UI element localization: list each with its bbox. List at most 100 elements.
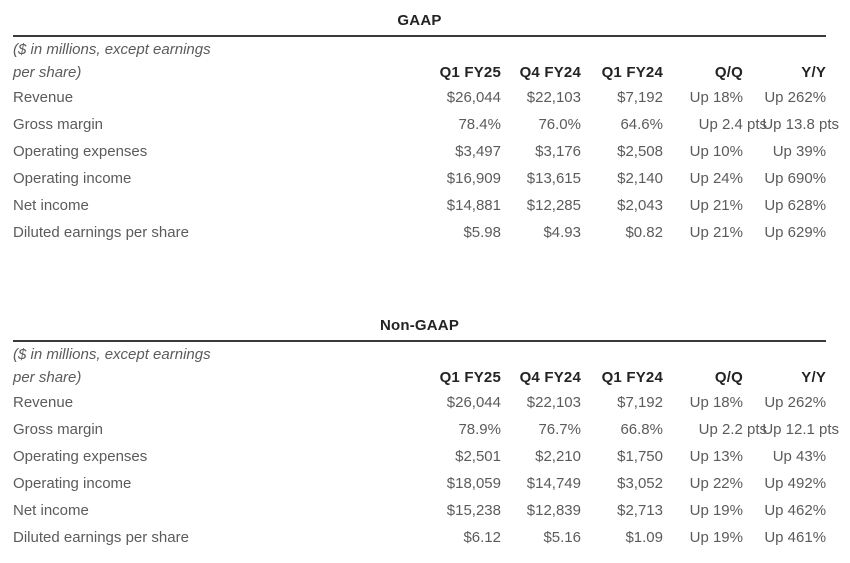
earnings-summary-page: GAAP ($ in millions, except earnings per… xyxy=(13,12,839,551)
cell-q1fy25: $16,909 xyxy=(446,170,501,187)
table-row-net-income: Net income $14,881 $12,285 $2,043 Up 21%… xyxy=(13,192,826,219)
column-header-row: per share) Q1 FY25 Q4 FY24 Q1 FY24 Q/Q Y… xyxy=(13,366,826,389)
cell-q1fy25: $14,881 xyxy=(446,197,501,214)
column-header-yy: Y/Y xyxy=(801,369,827,386)
units-note-row: ($ in millions, except earnings xyxy=(13,37,826,61)
units-note-row: ($ in millions, except earnings xyxy=(13,342,826,366)
cell-yy: Up 262% xyxy=(764,394,827,411)
cell-q1fy24: 64.6% xyxy=(620,116,663,133)
cell-q4fy24: $22,103 xyxy=(526,394,581,411)
row-label: Operating income xyxy=(13,170,132,187)
column-header-q1-fy25: Q1 FY25 xyxy=(439,64,501,81)
cell-qq: Up 2.2 pts xyxy=(663,416,767,443)
cell-yy: Up 39% xyxy=(772,143,827,160)
table-row-operating-expenses: Operating expenses $2,501 $2,210 $1,750 … xyxy=(13,443,826,470)
cell-q4fy24: $4.93 xyxy=(543,224,581,241)
non-gaap-table: Non-GAAP ($ in millions, except earnings… xyxy=(13,317,839,551)
cell-qq-value: Up 2.2 pts xyxy=(698,421,767,438)
row-label: Net income xyxy=(13,197,89,214)
row-label: Revenue xyxy=(13,89,74,106)
row-label: Net income xyxy=(13,502,89,519)
non-gaap-financials: ($ in millions, except earnings per shar… xyxy=(13,342,839,551)
cell-q1fy25: $18,059 xyxy=(446,475,501,492)
cell-yy: Up 462% xyxy=(764,502,827,519)
cell-yy: Up 262% xyxy=(764,89,827,106)
column-header-q1-fy24: Q1 FY24 xyxy=(601,369,663,386)
units-note-line-2: per share) xyxy=(13,369,82,386)
cell-q4fy24: $13,615 xyxy=(526,170,581,187)
cell-qq: Up 24% xyxy=(689,170,743,187)
cell-qq-value: Up 2.4 pts xyxy=(698,116,767,133)
cell-yy: Up 690% xyxy=(764,170,827,187)
cell-qq: Up 21% xyxy=(689,224,743,241)
column-header-q1-fy24: Q1 FY24 xyxy=(601,64,663,81)
cell-qq: Up 2.4 pts xyxy=(663,111,767,138)
cell-q1fy25: $3,497 xyxy=(455,143,501,160)
cell-q1fy24: $7,192 xyxy=(617,89,663,106)
row-label: Gross margin xyxy=(13,116,104,133)
table-title-non-gaap: Non-GAAP xyxy=(13,317,826,342)
cell-q1fy25: $15,238 xyxy=(446,502,501,519)
gaap-financials: ($ in millions, except earnings per shar… xyxy=(13,37,839,246)
cell-yy: Up 43% xyxy=(772,448,827,465)
column-header-qq: Q/Q xyxy=(714,369,743,386)
cell-q1fy25: $2,501 xyxy=(455,448,501,465)
cell-yy: Up 13.8 pts xyxy=(743,111,839,138)
cell-q1fy24: $2,713 xyxy=(617,502,663,519)
cell-q1fy25: 78.4% xyxy=(458,116,501,133)
cell-q4fy24: $14,749 xyxy=(526,475,581,492)
cell-qq: Up 19% xyxy=(689,529,743,546)
row-label: Gross margin xyxy=(13,421,104,438)
table-row-diluted-eps: Diluted earnings per share $5.98 $4.93 $… xyxy=(13,219,826,246)
cell-qq: Up 18% xyxy=(689,89,743,106)
cell-q4fy24: $22,103 xyxy=(526,89,581,106)
cell-q1fy25: $26,044 xyxy=(446,89,501,106)
table-row-gross-margin: Gross margin 78.4% 76.0% 64.6% Up 2.4 pt… xyxy=(13,111,839,138)
cell-yy-value: Up 12.1 pts xyxy=(762,421,840,438)
cell-q1fy24: $1.09 xyxy=(625,529,663,546)
cell-q4fy24: $12,285 xyxy=(526,197,581,214)
cell-q4fy24: $3,176 xyxy=(535,143,581,160)
units-note-line-2: per share) xyxy=(13,64,82,81)
row-label: Diluted earnings per share xyxy=(13,224,189,241)
row-label: Diluted earnings per share xyxy=(13,529,189,546)
row-label: Operating income xyxy=(13,475,132,492)
cell-qq: Up 18% xyxy=(689,394,743,411)
row-label: Operating expenses xyxy=(13,448,148,465)
cell-yy: Up 628% xyxy=(764,197,827,214)
table-row-net-income: Net income $15,238 $12,839 $2,713 Up 19%… xyxy=(13,497,826,524)
table-row-operating-income: Operating income $16,909 $13,615 $2,140 … xyxy=(13,165,826,192)
cell-q1fy25: $6.12 xyxy=(463,529,501,546)
table-title-gaap: GAAP xyxy=(13,12,826,37)
cell-q1fy24: 66.8% xyxy=(620,421,663,438)
gaap-table: GAAP ($ in millions, except earnings per… xyxy=(13,12,839,246)
cell-q1fy24: $2,508 xyxy=(617,143,663,160)
column-header-yy: Y/Y xyxy=(801,64,827,81)
cell-q1fy25: 78.9% xyxy=(458,421,501,438)
cell-q1fy24: $1,750 xyxy=(617,448,663,465)
units-note-line-1: ($ in millions, except earnings xyxy=(13,345,211,363)
table-row-diluted-eps: Diluted earnings per share $6.12 $5.16 $… xyxy=(13,524,826,551)
column-header-row: per share) Q1 FY25 Q4 FY24 Q1 FY24 Q/Q Y… xyxy=(13,61,826,84)
cell-q4fy24: $5.16 xyxy=(543,529,581,546)
cell-q4fy24: 76.7% xyxy=(538,421,581,438)
cell-yy-value: Up 13.8 pts xyxy=(762,116,840,133)
cell-q4fy24: $12,839 xyxy=(526,502,581,519)
cell-q1fy25: $26,044 xyxy=(446,394,501,411)
cell-yy: Up 12.1 pts xyxy=(743,416,839,443)
cell-q1fy25: $5.98 xyxy=(463,224,501,241)
table-row-revenue: Revenue $26,044 $22,103 $7,192 Up 18% Up… xyxy=(13,84,826,111)
row-label: Revenue xyxy=(13,394,74,411)
cell-qq: Up 13% xyxy=(689,448,743,465)
cell-qq: Up 10% xyxy=(689,143,743,160)
cell-yy: Up 492% xyxy=(764,475,827,492)
table-row-gross-margin: Gross margin 78.9% 76.7% 66.8% Up 2.2 pt… xyxy=(13,416,839,443)
cell-yy: Up 461% xyxy=(764,529,827,546)
table-row-revenue: Revenue $26,044 $22,103 $7,192 Up 18% Up… xyxy=(13,389,826,416)
cell-qq: Up 19% xyxy=(689,502,743,519)
cell-q1fy24: $3,052 xyxy=(617,475,663,492)
table-row-operating-expenses: Operating expenses $3,497 $3,176 $2,508 … xyxy=(13,138,826,165)
cell-q4fy24: $2,210 xyxy=(535,448,581,465)
row-label: Operating expenses xyxy=(13,143,148,160)
cell-q1fy24: $2,140 xyxy=(617,170,663,187)
